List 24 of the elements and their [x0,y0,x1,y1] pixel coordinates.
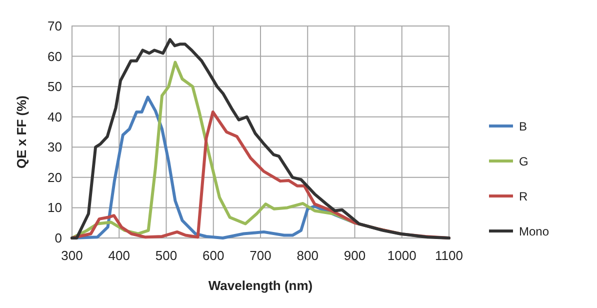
y-tick-label: 30 [48,140,62,155]
y-tick-label: 60 [48,48,62,64]
x-tick-label: 800 [296,248,318,263]
x-tick-label: 700 [250,248,272,263]
y-tick-label: 20 [48,170,62,185]
x-tick-label: 400 [108,248,130,263]
y-axis-title: QE x FF (%) [14,96,29,168]
y-tick-label: 70 [48,18,62,34]
x-tick-label: 1100 [435,248,463,263]
y-tick-label: 50 [48,79,62,94]
y-tick-label: 0 [54,230,62,246]
x-axis-title: Wavelength (nm) [208,278,313,293]
x-tick-label: 600 [202,248,224,263]
x-tick-label: 500 [155,248,178,263]
legend-label: Mono [519,224,550,238]
y-tick-label: 10 [48,200,62,216]
legend-label: B [519,120,528,134]
y-tick-label: 40 [48,109,62,124]
x-tick-label: 1000 [387,248,416,263]
legend-label: R [519,190,528,204]
legend-label: G [519,154,528,168]
line-series [70,38,450,240]
x-tick-label: 300 [61,248,83,263]
x-tick-label: 900 [344,248,366,263]
